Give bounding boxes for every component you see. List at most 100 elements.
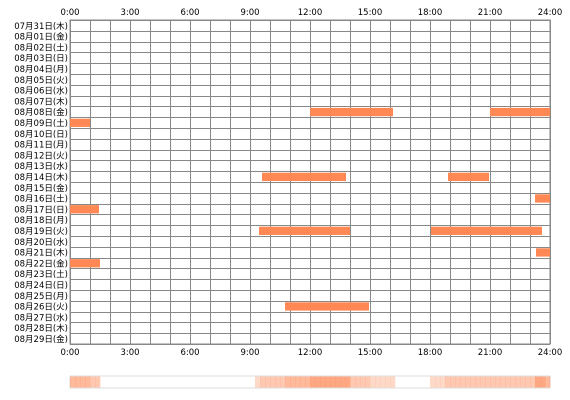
x-tick-label-bottom: 21:00	[478, 348, 503, 358]
heat-cell	[75, 376, 81, 388]
row-label: 08月06日(水)	[14, 86, 68, 97]
heat-cell	[340, 376, 346, 388]
heat-cell	[80, 376, 86, 388]
summary-heat-strip	[69, 375, 551, 389]
row-label: 08月08日(金)	[14, 107, 68, 118]
heat-cell	[385, 376, 391, 388]
heat-cell	[460, 376, 466, 388]
heat-cell	[450, 376, 456, 388]
x-tick-label-bottom: 6:00	[180, 348, 199, 358]
x-tick-label-top: 24:00	[538, 8, 563, 18]
heat-cell	[455, 376, 461, 388]
x-tick-label-bottom: 9:00	[240, 348, 259, 358]
heat-cell	[510, 376, 516, 388]
activity-segment	[448, 172, 489, 181]
row-label: 08月29日(金)	[14, 334, 68, 345]
row-labels: 07月31日(木)08月01日(金)08月02日(土)08月03日(日)08月0…	[14, 21, 68, 345]
activity-segment	[490, 107, 550, 117]
heat-cell	[545, 376, 551, 388]
heat-cell	[540, 376, 546, 388]
heat-cell	[475, 376, 481, 388]
heat-cell	[315, 376, 321, 388]
row-label: 08月12日(火)	[14, 151, 68, 161]
heat-cell	[480, 376, 486, 388]
activity-segment	[262, 172, 346, 181]
activity-segment	[536, 248, 550, 257]
heat-cell	[465, 376, 471, 388]
heat-cell	[300, 376, 306, 388]
row-label: 07月31日(木)	[14, 21, 68, 32]
heat-cell	[440, 376, 446, 388]
heat-cell	[365, 376, 371, 388]
heat-cell	[515, 376, 521, 388]
x-tick-label-bottom: 18:00	[418, 348, 443, 358]
heat-cell	[370, 376, 376, 388]
heat-cell	[265, 376, 271, 388]
heat-cell	[310, 376, 316, 388]
x-tick-label-top: 9:00	[240, 8, 259, 18]
heat-cell	[500, 376, 506, 388]
x-ticks-top: 0:00 3:00 6:00 9:00 12:00 15:00 18:00 21:00 24:0…	[60, 8, 562, 18]
row-label: 08月17日(日)	[14, 205, 68, 215]
heat-cell	[355, 376, 361, 388]
heat-cell	[390, 376, 396, 388]
heat-cell	[325, 376, 331, 388]
row-label: 08月07日(木)	[14, 96, 68, 107]
x-tick-label-top: 0:00	[60, 8, 79, 18]
heat-cell	[375, 376, 381, 388]
heat-cell	[350, 376, 356, 388]
x-tick-label-bottom: 15:00	[358, 348, 383, 358]
x-tick-label-top: 18:00	[418, 8, 443, 18]
heat-cell	[485, 376, 491, 388]
heat-cell	[95, 376, 101, 388]
x-tick-label-top: 3:00	[120, 8, 139, 18]
activity-bars	[70, 107, 550, 311]
chart-grid	[69, 19, 551, 345]
heat-cell	[525, 376, 531, 388]
heat-cell	[260, 376, 266, 388]
heat-cell	[380, 376, 386, 388]
x-ticks-bottom: 0:00 3:00 6:00 9:00 12:00 15:00 18:00 21:00 24:0…	[60, 348, 562, 358]
x-tick-label-top: 21:00	[478, 8, 503, 18]
row-label: 08月28日(木)	[14, 323, 68, 334]
heat-cell	[495, 376, 501, 388]
row-label: 08月23日(土)	[14, 269, 68, 280]
row-label: 08月04日(月)	[14, 65, 68, 75]
heat-cell	[85, 376, 91, 388]
row-label: 08月15日(金)	[14, 183, 68, 194]
heat-cell	[530, 376, 536, 388]
heat-cell	[430, 376, 436, 388]
row-label: 08月05日(火)	[14, 76, 68, 86]
row-label: 08月19日(火)	[14, 227, 68, 237]
row-label: 08月14日(木)	[14, 172, 68, 183]
row-label: 08月10日(日)	[14, 130, 68, 140]
heat-cell	[505, 376, 511, 388]
row-label: 08月22日(金)	[14, 258, 68, 269]
heat-cell	[360, 376, 366, 388]
heat-cell	[520, 376, 526, 388]
x-tick-label-top: 6:00	[180, 8, 199, 18]
activity-segment	[70, 205, 99, 214]
heat-cell	[255, 376, 261, 388]
heat-cell	[445, 376, 451, 388]
row-label: 08月24日(日)	[14, 281, 68, 291]
x-tick-label-top: 12:00	[298, 8, 323, 18]
heat-cell	[295, 376, 301, 388]
heat-cell	[435, 376, 441, 388]
row-label: 08月20日(水)	[14, 237, 68, 248]
x-tick-label-bottom: 24:00	[538, 348, 563, 358]
activity-segment	[70, 259, 100, 268]
row-label: 08月27日(水)	[14, 312, 68, 323]
heat-cell	[280, 376, 286, 388]
heat-cell	[275, 376, 281, 388]
x-tick-label-bottom: 3:00	[120, 348, 139, 358]
activity-segment	[310, 107, 393, 117]
row-label: 08月03日(日)	[14, 54, 68, 64]
heat-cell	[490, 376, 496, 388]
heat-cell	[470, 376, 476, 388]
row-label: 08月02日(土)	[14, 42, 68, 53]
heat-cell	[70, 376, 76, 388]
x-tick-label-bottom: 12:00	[298, 348, 323, 358]
heat-cell	[320, 376, 326, 388]
